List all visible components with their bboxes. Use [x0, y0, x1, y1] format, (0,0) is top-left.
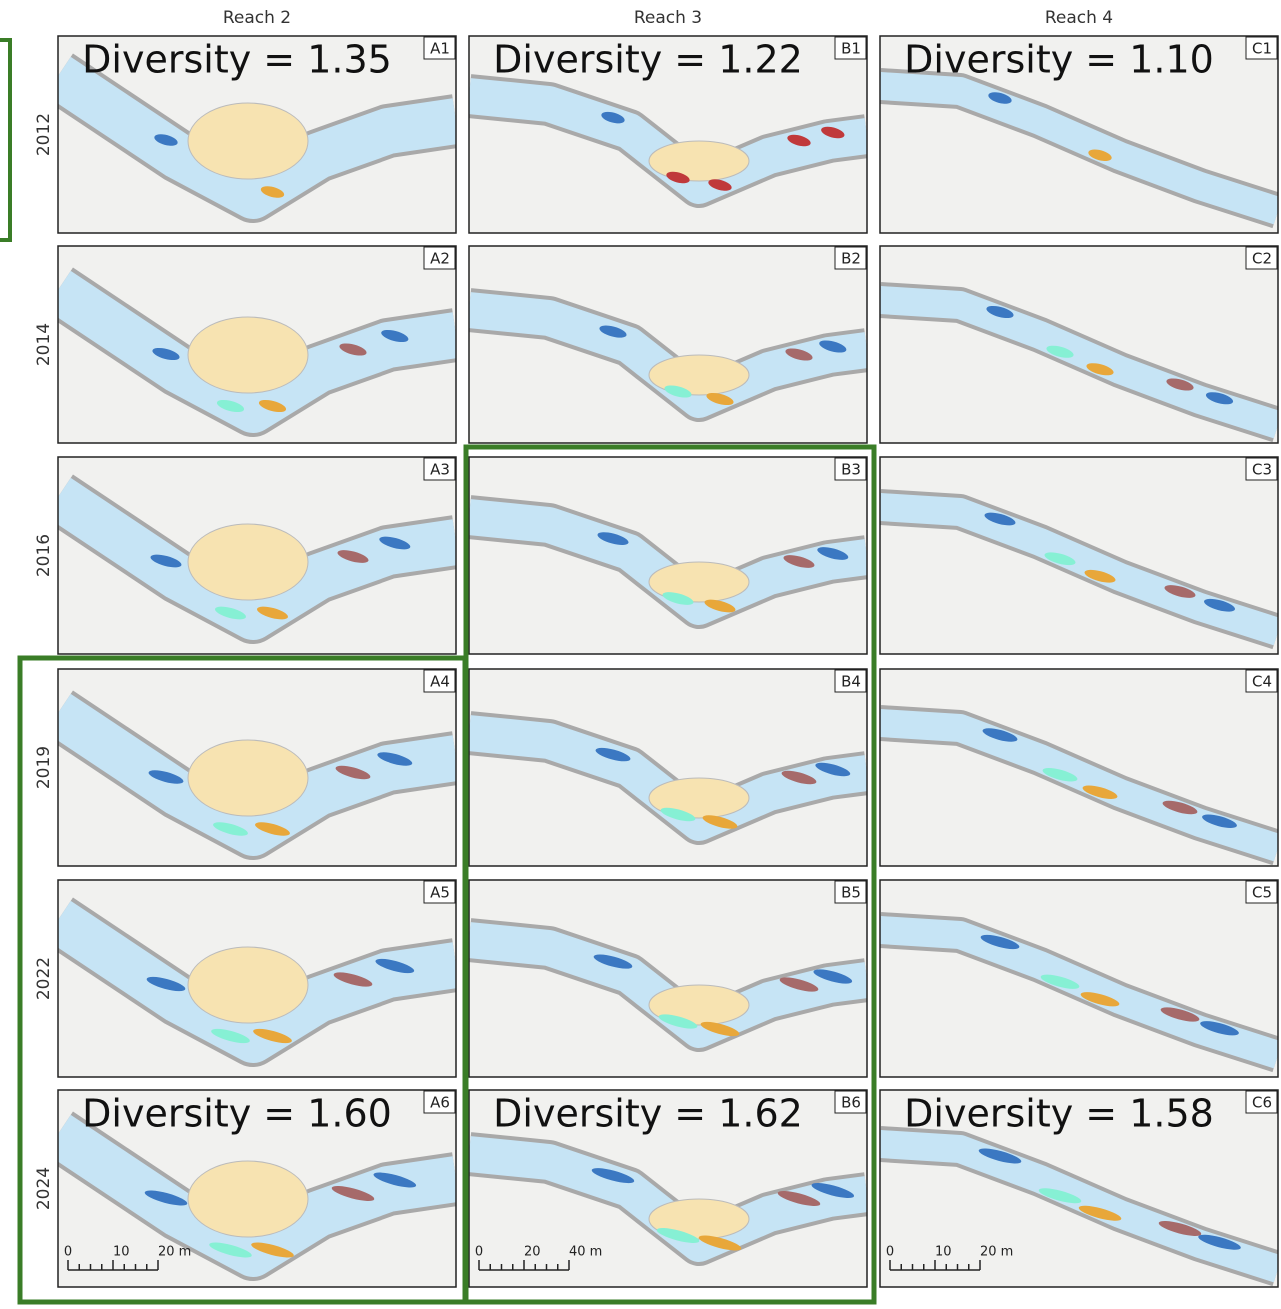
gravel-bar [649, 355, 749, 395]
map-panel: C6 Diversity = 1.58 0 10 20 m [880, 1090, 1278, 1287]
scale-label: 10 [935, 1245, 952, 1260]
scale-label: 20 m [980, 1245, 1013, 1260]
panel-label: C4 [1252, 673, 1272, 691]
map-panel: A1 Diversity = 1.35 [58, 36, 456, 233]
column-header: Reach 3 [634, 8, 702, 28]
scale-label: 0 [886, 1245, 894, 1260]
map-panel: B4 [469, 669, 867, 866]
panel-label: A3 [430, 461, 450, 479]
gravel-bar [188, 103, 308, 179]
diversity-label: Diversity = 1.22 [493, 38, 803, 82]
panel-label: A5 [430, 884, 450, 902]
panel-label: C2 [1252, 250, 1272, 268]
panel-label: B4 [841, 673, 861, 691]
gravel-bar [188, 317, 308, 393]
map-panel: B5 [469, 880, 867, 1077]
panel-label: B1 [841, 40, 861, 58]
panel-label: C6 [1252, 1094, 1272, 1112]
panel-label: A6 [430, 1094, 450, 1112]
map-panel: C4 [880, 669, 1278, 866]
map-panel: C5 [880, 880, 1278, 1077]
scale-label: 40 m [569, 1245, 602, 1260]
diversity-label: Diversity = 1.60 [82, 1092, 392, 1136]
row-label: 2014 [34, 323, 54, 366]
row-label: 2024 [34, 1167, 54, 1210]
gravel-bar [649, 141, 749, 181]
figure: Reach 2 A1 Diversity = 1.35 A2 A3 A4 A5 A6 Diver… [0, 0, 1281, 1305]
map-panel: A4 [58, 669, 456, 866]
map-panel: B3 [469, 457, 867, 654]
scale-label: 0 [475, 1245, 483, 1260]
diversity-label: Diversity = 1.10 [904, 38, 1214, 82]
row-label: 2012 [34, 113, 54, 156]
scale-label: 10 [113, 1245, 130, 1260]
panel-label: C3 [1252, 461, 1272, 479]
gravel-bar [188, 1161, 308, 1237]
row-label: 2019 [34, 746, 54, 789]
panel-label: B6 [841, 1094, 861, 1112]
panel-label: B5 [841, 884, 861, 902]
scale-label: 20 [524, 1245, 541, 1260]
row-label: 2022 [34, 957, 54, 1000]
map-panel: A6 Diversity = 1.60 0 10 20 m [58, 1090, 456, 1287]
column-header: Reach 4 [1045, 8, 1113, 28]
row-label: 2016 [34, 534, 54, 577]
panel-label: A1 [430, 40, 450, 58]
panel-label: B2 [841, 250, 861, 268]
panel-label: A2 [430, 250, 450, 268]
map-panel: C2 [880, 246, 1278, 443]
map-panel: C1 Diversity = 1.10 [880, 36, 1278, 233]
map-panel: B6 Diversity = 1.62 0 20 40 m [469, 1090, 867, 1287]
gravel-bar [188, 947, 308, 1023]
gravel-bar [188, 524, 308, 600]
diversity-label: Diversity = 1.62 [493, 1092, 803, 1136]
map-panel: C3 [880, 457, 1278, 654]
map-panel: B1 Diversity = 1.22 [469, 36, 867, 233]
column-header: Reach 2 [223, 8, 291, 28]
panel-label: A4 [430, 673, 450, 691]
map-panel: B2 [469, 246, 867, 443]
diversity-label: Diversity = 1.58 [904, 1092, 1214, 1136]
map-panel: A3 [58, 457, 456, 654]
panel-label: C5 [1252, 884, 1272, 902]
panel-label: C1 [1252, 40, 1272, 58]
highlight-frame [0, 40, 10, 240]
panel-label: B3 [841, 461, 861, 479]
map-panel: A2 [58, 246, 456, 443]
map-panel: A5 [58, 880, 456, 1077]
diversity-label: Diversity = 1.35 [82, 38, 392, 82]
scale-label: 20 m [158, 1245, 191, 1260]
gravel-bar [188, 740, 308, 816]
scale-label: 0 [64, 1245, 72, 1260]
